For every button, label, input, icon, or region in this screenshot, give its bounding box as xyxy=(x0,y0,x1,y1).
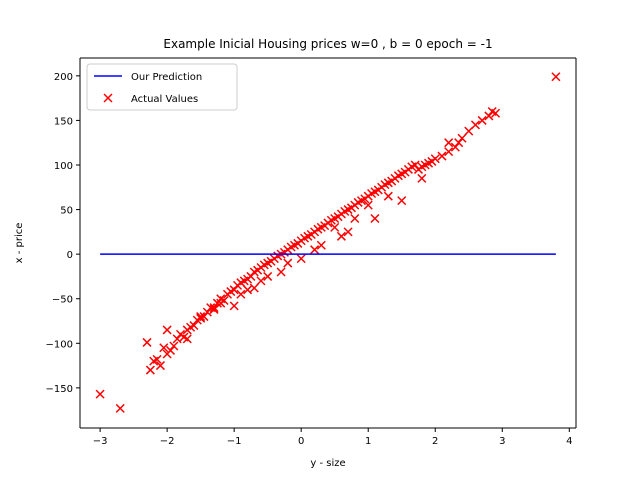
legend-label-prediction: Our Prediction xyxy=(131,72,202,83)
scatter-point xyxy=(430,154,440,164)
x-tick-label: 4 xyxy=(566,436,572,447)
scatter-point xyxy=(316,240,326,250)
x-tick-label: 2 xyxy=(432,436,438,447)
scatter-point xyxy=(196,312,206,322)
scatter-point xyxy=(551,72,561,82)
y-tick-label: −50 xyxy=(52,295,73,306)
scatter-point xyxy=(256,276,266,286)
scatter-point xyxy=(159,343,169,353)
x-axis-label: y - size xyxy=(310,458,345,469)
scatter-point xyxy=(343,227,353,237)
scatter-point xyxy=(199,312,209,322)
x-tick-label: −3 xyxy=(93,436,108,447)
scatter-point xyxy=(216,298,226,308)
scatter-point xyxy=(142,337,152,347)
scatter-point xyxy=(283,258,293,268)
scatter-point xyxy=(296,254,306,264)
legend-box xyxy=(86,63,238,111)
scatter-point xyxy=(249,283,259,293)
scatter-point xyxy=(444,147,454,157)
scatter-point xyxy=(229,285,239,295)
x-tick-label: 3 xyxy=(499,436,505,447)
y-tick-label: −100 xyxy=(46,339,73,350)
scatter-point xyxy=(165,345,176,355)
scatter-point xyxy=(162,325,172,335)
scatter-point xyxy=(437,151,447,161)
scatter-point xyxy=(189,320,199,331)
scatter-point xyxy=(477,115,487,125)
scatter-point xyxy=(454,138,464,148)
x-tick-label: −2 xyxy=(160,436,175,447)
scatter-point xyxy=(243,285,253,295)
scatter-point xyxy=(95,389,105,399)
scatter-point xyxy=(484,111,494,121)
y-tick-label: 150 xyxy=(54,116,73,127)
scatter-point xyxy=(263,271,273,281)
scatter-point xyxy=(202,307,212,317)
y-tick-label: −150 xyxy=(46,384,73,395)
scatter-point xyxy=(276,267,286,277)
scatter-point xyxy=(450,142,460,152)
scatter-point xyxy=(145,365,155,375)
scatter-point xyxy=(229,301,239,311)
scatter-point xyxy=(417,173,427,183)
x-tick-label: −1 xyxy=(227,436,242,447)
scatter-point xyxy=(155,361,165,371)
legend-x-marker-swatch xyxy=(103,93,113,103)
scatter-point xyxy=(410,160,420,170)
scatter-point xyxy=(363,200,373,210)
x-tick-label: 0 xyxy=(298,436,304,447)
scatter-point xyxy=(370,213,380,224)
scatter-point xyxy=(310,245,320,255)
scatter-point xyxy=(209,303,219,313)
scatter-point xyxy=(491,108,501,118)
y-axis-label: x - price xyxy=(14,223,25,264)
scatter-point xyxy=(152,354,162,364)
scatter-point xyxy=(236,289,246,299)
y-tick-label: 100 xyxy=(54,161,73,172)
scatter-point xyxy=(330,222,340,232)
scatter-point xyxy=(397,196,407,206)
scatter-point xyxy=(336,231,346,241)
scatter-point xyxy=(444,138,454,148)
scatter-point xyxy=(172,334,182,344)
scatter-point xyxy=(350,213,360,224)
scatter-point xyxy=(470,120,480,130)
legend: Our Prediction Actual Values xyxy=(86,63,238,111)
y-tick-label: 0 xyxy=(67,250,73,261)
scatter-point xyxy=(115,403,125,413)
chart-title: Example Inicial Housing prices w=0 , b =… xyxy=(163,37,492,51)
scatter-point xyxy=(169,341,179,351)
scatter-point xyxy=(457,133,467,143)
legend-label-actual: Actual Values xyxy=(131,94,198,105)
x-tick-label: 1 xyxy=(365,436,371,447)
y-tick-label: 200 xyxy=(54,72,73,83)
scatter-point xyxy=(383,191,393,201)
plot-area xyxy=(80,58,576,428)
scatter-point xyxy=(182,334,192,344)
y-tick-label: 50 xyxy=(60,206,73,217)
scatter-point xyxy=(212,298,222,308)
